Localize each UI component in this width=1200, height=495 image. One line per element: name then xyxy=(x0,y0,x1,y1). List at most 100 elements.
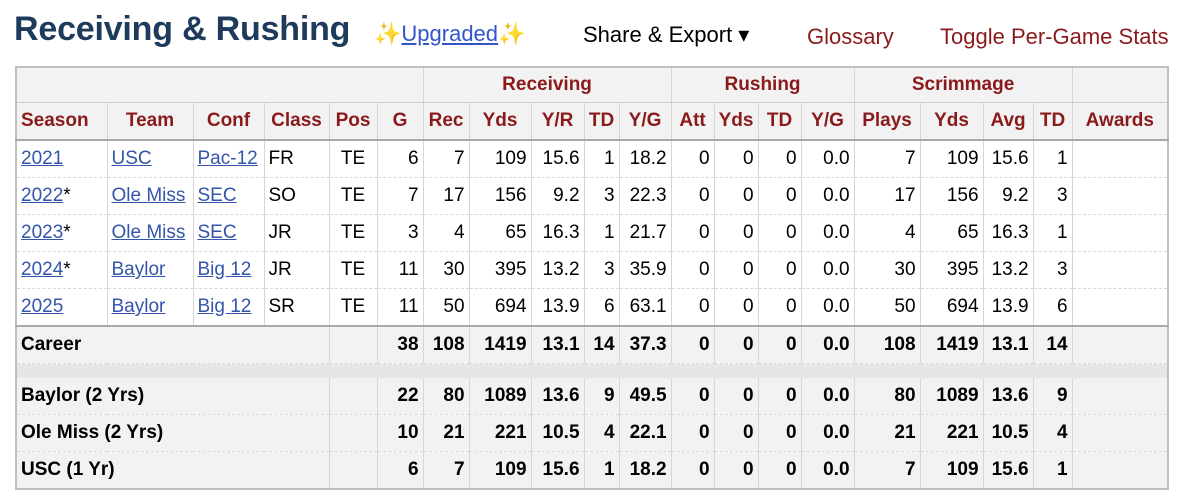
column-header-row: Season Team Conf Class Pos G Rec Yds Y/R TD Y/G Att… xyxy=(16,102,1169,141)
stat-cell-rec-yg: 22.3 xyxy=(619,177,672,215)
conf-link[interactable]: Big 12 xyxy=(197,259,252,280)
stat-cell-rec-td: 3 xyxy=(584,177,620,215)
stat-cell-scrim-yds: 395 xyxy=(920,251,984,289)
col-header-rush-td[interactable]: TD xyxy=(758,102,802,141)
stat-cell-avg: 13.2 xyxy=(983,251,1034,289)
team-link[interactable]: Ole Miss xyxy=(111,185,186,206)
stat-cell-scrim-yds: 1419 xyxy=(920,325,984,364)
col-header-rec-td[interactable]: TD xyxy=(584,102,620,141)
stat-cell-rec-yds: 1419 xyxy=(469,325,532,364)
col-header-plays[interactable]: Plays xyxy=(854,102,921,141)
stat-cell-att: 0 xyxy=(671,414,715,452)
awards-cell xyxy=(1072,177,1169,215)
col-header-conf[interactable]: Conf xyxy=(193,102,265,141)
spacer-cell xyxy=(16,363,1169,378)
season-cell: 2021 xyxy=(16,140,108,178)
conf-link[interactable]: Big 12 xyxy=(197,296,252,317)
col-header-rush-yds[interactable]: Yds xyxy=(714,102,759,141)
stat-cell-rec: 80 xyxy=(423,378,470,415)
stat-cell-rec-td: 6 xyxy=(584,288,620,327)
stat-cell-rec-yg: 35.9 xyxy=(619,251,672,289)
share-export-menu[interactable]: Share & Export ▾ xyxy=(583,22,750,47)
col-header-scrim-yds[interactable]: Yds xyxy=(920,102,984,141)
season-link[interactable]: 2025 xyxy=(21,296,64,317)
col-header-team[interactable]: Team xyxy=(107,102,194,141)
col-header-scrim-td[interactable]: TD xyxy=(1033,102,1073,141)
season-cell: 2024* xyxy=(16,251,108,289)
conf-link[interactable]: Pac-12 xyxy=(197,148,258,169)
class-cell: JR xyxy=(264,214,330,252)
team-link[interactable]: Baylor xyxy=(111,259,166,280)
stat-cell-g: 11 xyxy=(377,251,424,289)
stat-cell-scrim-yds: 221 xyxy=(920,414,984,452)
pos-cell: TE xyxy=(329,177,378,215)
stat-cell-scrim-td: 1 xyxy=(1033,214,1073,252)
stat-cell-plays: 7 xyxy=(854,451,921,490)
col-header-pos[interactable]: Pos xyxy=(329,102,378,141)
stat-cell-g: 6 xyxy=(377,451,424,490)
col-header-rec-yds[interactable]: Yds xyxy=(469,102,532,141)
stat-cell-rush-yg: 0.0 xyxy=(801,177,855,215)
col-header-y-r[interactable]: Y/R xyxy=(531,102,585,141)
stat-cell-scrim-td: 6 xyxy=(1033,288,1073,327)
awards-cell xyxy=(1072,451,1169,490)
season-star: * xyxy=(63,185,71,206)
stat-cell-att: 0 xyxy=(671,288,715,327)
stat-cell-rec: 50 xyxy=(423,288,470,327)
glossary-link[interactable]: Glossary xyxy=(807,24,894,49)
season-link[interactable]: 2023 xyxy=(21,222,64,243)
stat-cell-scrim-yds: 65 xyxy=(920,214,984,252)
sparkle-icon: ✨ xyxy=(498,21,526,46)
season-link[interactable]: 2021 xyxy=(21,148,64,169)
stat-cell-rush-yg: 0.0 xyxy=(801,251,855,289)
stat-cell-avg: 15.6 xyxy=(983,451,1034,490)
col-header-rush-y-g[interactable]: Y/G xyxy=(801,102,855,141)
col-header-awards[interactable]: Awards xyxy=(1072,102,1169,141)
stat-cell-rec-td: 4 xyxy=(584,414,620,452)
stat-cell-rec-yg: 37.3 xyxy=(619,325,672,364)
season-link[interactable]: 2024 xyxy=(21,259,64,280)
stat-cell-plays: 50 xyxy=(854,288,921,327)
col-header-g[interactable]: G xyxy=(377,102,424,141)
team-link[interactable]: USC xyxy=(111,148,152,169)
team-link[interactable]: Baylor xyxy=(111,296,166,317)
stat-cell-rec-yg: 49.5 xyxy=(619,378,672,415)
team-cell: Baylor xyxy=(107,251,194,289)
stat-cell-plays: 7 xyxy=(854,140,921,178)
col-header-rec-y-g[interactable]: Y/G xyxy=(619,102,672,141)
school-total-row: USC (1 Yr) 6 7 109 15.6 1 18.2 0 0 0 0.0 7 109 15.6 1 xyxy=(16,451,1169,490)
summary-pos-cell xyxy=(329,451,378,490)
awards-cell xyxy=(1072,414,1169,452)
summary-label: Ole Miss (2 Yrs) xyxy=(16,414,330,452)
col-header-rec[interactable]: Rec xyxy=(423,102,470,141)
col-header-season[interactable]: Season xyxy=(16,102,108,141)
col-header-class[interactable]: Class xyxy=(264,102,330,141)
season-star: * xyxy=(63,222,71,243)
conf-link[interactable]: SEC xyxy=(197,222,237,243)
conf-link[interactable]: SEC xyxy=(197,185,237,206)
conf-cell: SEC xyxy=(193,214,265,252)
stat-cell-rec-td: 1 xyxy=(584,214,620,252)
summary-pos-cell xyxy=(329,378,378,415)
team-cell: Ole Miss xyxy=(107,177,194,215)
stat-cell-g: 38 xyxy=(377,325,424,364)
stat-cell-g: 11 xyxy=(377,288,424,327)
stat-cell-avg: 16.3 xyxy=(983,214,1034,252)
stat-cell-rush-yg: 0.0 xyxy=(801,414,855,452)
season-cell: 2025 xyxy=(16,288,108,327)
stat-cell-rec-td: 1 xyxy=(584,451,620,490)
toggle-per-game-link[interactable]: Toggle Per-Game Stats xyxy=(940,24,1169,49)
class-cell: SR xyxy=(264,288,330,327)
stat-cell-yr: 13.2 xyxy=(531,251,585,289)
team-link[interactable]: Ole Miss xyxy=(111,222,186,243)
stat-cell-scrim-td: 9 xyxy=(1033,378,1073,415)
stat-cell-plays: 108 xyxy=(854,325,921,364)
stat-cell-rush-yds: 0 xyxy=(714,251,759,289)
season-link[interactable]: 2022 xyxy=(21,185,64,206)
stat-cell-rush-yg: 0.0 xyxy=(801,140,855,178)
upgraded-link[interactable]: Upgraded xyxy=(401,21,499,46)
col-header-avg[interactable]: Avg xyxy=(983,102,1034,141)
stats-table-container: Receiving Rushing Scrimmage Season Team Co… xyxy=(15,66,1170,490)
awards-cell xyxy=(1072,288,1169,327)
col-header-att[interactable]: Att xyxy=(671,102,715,141)
